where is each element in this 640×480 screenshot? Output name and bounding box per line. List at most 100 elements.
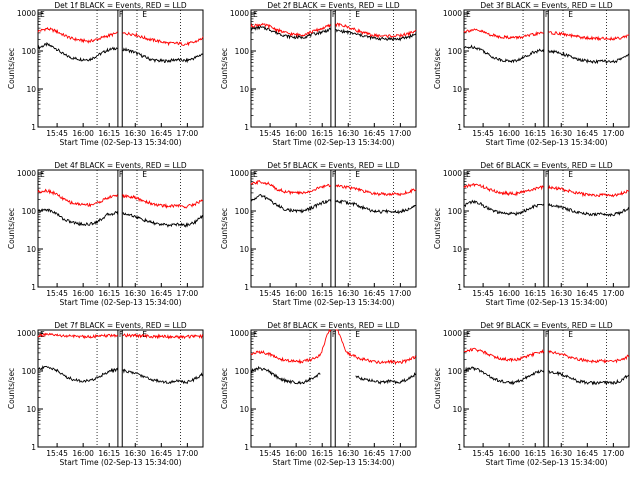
x-tick-label: 17:00: [603, 449, 625, 458]
y-axis-label: Counts/sec: [433, 208, 442, 249]
marker-f: F: [545, 330, 549, 339]
x-tick-label: 16:15: [98, 449, 120, 458]
plot-frame: [37, 169, 204, 288]
plot-frame: [250, 329, 417, 448]
y-axis-label: Counts/sec: [7, 368, 16, 409]
x-tick-label: 16:15: [98, 289, 120, 298]
y-tick-label: 100: [22, 207, 37, 216]
y-tick-label: 1000: [230, 169, 249, 178]
x-tick-label: 16:00: [498, 449, 520, 458]
x-tick-label: 15:45: [472, 129, 494, 138]
x-tick-label: 16:45: [364, 289, 386, 298]
series-line-lld: [250, 328, 417, 366]
plot-frame: [250, 169, 417, 288]
panel-title: Det 1f BLACK = Events, RED = LLD: [54, 1, 187, 10]
y-tick-label: 1: [457, 123, 462, 132]
x-tick-label: 15:45: [472, 449, 494, 458]
y-tick-label: 100: [235, 207, 250, 216]
series-line-lld: [463, 28, 630, 42]
series-line-events: [250, 365, 417, 385]
y-tick-label: 10: [239, 245, 249, 254]
plot-frame: [37, 9, 204, 128]
y-tick-label: 1: [457, 443, 462, 452]
panel-title: Det 7f BLACK = Events, RED = LLD: [54, 321, 187, 330]
x-tick-label: 17:00: [177, 129, 199, 138]
x-tick-label: 16:15: [311, 129, 333, 138]
marker-e-corner: E: [253, 170, 258, 179]
x-tick-label: 17:00: [603, 289, 625, 298]
marker-e: E: [568, 170, 573, 179]
y-tick-label: 1000: [17, 169, 36, 178]
x-tick-label: 16:30: [550, 449, 572, 458]
plot-frame: [463, 9, 630, 128]
x-tick-label: 16:30: [337, 449, 359, 458]
x-tick-label: 17:00: [177, 289, 199, 298]
series-line-events: [463, 199, 630, 218]
marker-e: E: [355, 10, 360, 19]
series-line-events: [37, 42, 204, 64]
x-axis-label: Start Time (02-Sep-13 15:34:00): [273, 138, 395, 147]
marker-f: F: [119, 170, 123, 179]
x-axis-label: Start Time (02-Sep-13 15:34:00): [273, 298, 395, 307]
x-axis-label: Start Time (02-Sep-13 15:34:00): [60, 298, 182, 307]
series-line-events: [37, 208, 204, 228]
x-tick-label: 16:15: [311, 449, 333, 458]
y-tick-label: 1: [31, 283, 36, 292]
x-tick-label: 15:45: [472, 289, 494, 298]
y-tick-label: 10: [452, 405, 462, 414]
x-tick-label: 16:45: [364, 449, 386, 458]
marker-e: E: [355, 170, 360, 179]
y-tick-label: 100: [448, 367, 463, 376]
y-axis-label: Counts/sec: [7, 208, 16, 249]
y-tick-label: 1000: [230, 9, 249, 18]
y-axis-label: Counts/sec: [433, 368, 442, 409]
y-tick-label: 100: [448, 207, 463, 216]
plot-frame: [37, 329, 204, 448]
marker-e-corner: E: [466, 10, 471, 19]
plot-frame: [463, 169, 630, 288]
series-line-lld: [250, 22, 417, 39]
series-line-events: [463, 44, 630, 65]
series-line-lld: [37, 188, 203, 209]
x-tick-label: 17:00: [177, 449, 199, 458]
y-tick-label: 1000: [443, 169, 462, 178]
series-line-lld: [463, 183, 630, 198]
x-tick-label: 15:45: [46, 449, 68, 458]
plot-frame: [463, 329, 630, 448]
marker-e-corner: E: [40, 10, 45, 19]
marker-f: F: [119, 330, 123, 339]
x-tick-label: 16:00: [498, 289, 520, 298]
x-tick-label: 16:45: [364, 129, 386, 138]
marker-e-corner: E: [40, 330, 45, 339]
x-tick-label: 16:30: [124, 289, 146, 298]
x-tick-label: 15:45: [259, 129, 281, 138]
y-tick-label: 1: [244, 443, 249, 452]
y-tick-label: 1: [244, 123, 249, 132]
series-line-events: [463, 366, 630, 386]
marker-e-corner: E: [466, 330, 471, 339]
x-tick-label: 16:45: [151, 129, 173, 138]
y-tick-label: 100: [22, 47, 37, 56]
x-tick-label: 15:45: [259, 289, 281, 298]
x-tick-label: 16:15: [311, 289, 333, 298]
panel-title: Det 3f BLACK = Events, RED = LLD: [480, 1, 613, 10]
y-tick-label: 10: [452, 85, 462, 94]
marker-f: F: [545, 170, 549, 179]
x-tick-label: 16:00: [72, 449, 94, 458]
x-axis-label: Start Time (02-Sep-13 15:34:00): [486, 138, 608, 147]
x-tick-label: 16:00: [285, 449, 307, 458]
marker-f: F: [119, 10, 123, 19]
y-axis-label: Counts/sec: [7, 48, 16, 89]
y-axis-label: Counts/sec: [220, 48, 229, 89]
panel-title: Det 5f BLACK = Events, RED = LLD: [267, 161, 400, 170]
x-axis-label: Start Time (02-Sep-13 15:34:00): [60, 138, 182, 147]
y-axis-label: Counts/sec: [433, 48, 442, 89]
y-tick-label: 10: [239, 405, 249, 414]
